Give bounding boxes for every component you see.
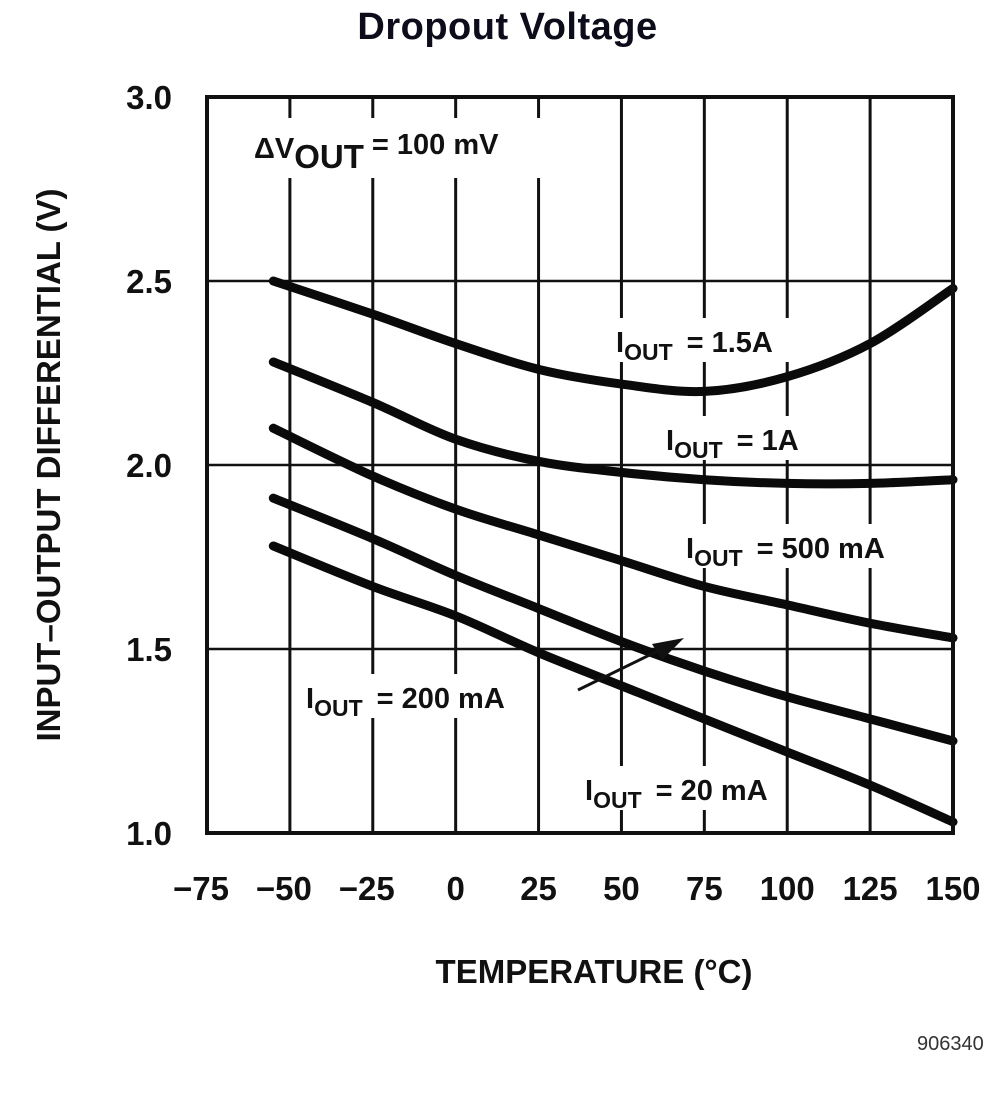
series-label: IOUT = 1A — [666, 425, 799, 463]
y-tick-label: 2.0 — [126, 447, 172, 484]
x-axis-ticks: −75 −50 −25 0 25 50 75 100 125 150 — [173, 870, 981, 907]
label-mask — [581, 766, 779, 810]
chart-title: Dropout Voltage — [357, 6, 658, 48]
x-tick-label: 150 — [925, 870, 980, 907]
series-labels: IOUT = 1.5A IOUT = 1A IOUT = 500 mA IOUT = 200 … — [302, 318, 896, 813]
label-mask — [662, 416, 812, 460]
y-axis-label: INPUT–OUTPUT DIFFERENTIAL (V) — [30, 188, 67, 741]
curve-iout-500-ma — [268, 423, 958, 643]
curve-iout-20-ma — [268, 541, 958, 827]
data-curves — [268, 276, 958, 827]
series-label: IOUT = 200 mA — [306, 683, 505, 721]
y-axis-ticks: 1.0 1.5 2.0 2.5 3.0 — [126, 79, 172, 852]
y-tick-label: 1.0 — [126, 815, 172, 852]
series-label: IOUT = 20 mA — [585, 775, 768, 813]
x-axis-label: TEMPERATURE (°C) — [436, 953, 753, 990]
curve-iout-1-5a — [268, 276, 958, 397]
x-tick-label: −25 — [339, 870, 395, 907]
label-mask — [612, 318, 794, 362]
x-tick-label: 25 — [520, 870, 557, 907]
annotation-arrow-200ma — [577, 638, 684, 692]
x-tick-label: 50 — [603, 870, 640, 907]
y-tick-label: 2.5 — [126, 263, 172, 300]
x-tick-label: −50 — [256, 870, 312, 907]
y-tick-label: 3.0 — [126, 79, 172, 116]
x-tick-label: −75 — [173, 870, 229, 907]
label-mask — [682, 524, 896, 568]
curve-iout-1a — [268, 357, 958, 489]
label-mask — [302, 674, 516, 718]
x-tick-label: 125 — [843, 870, 898, 907]
series-label: IOUT = 1.5A — [616, 327, 773, 365]
delta-vout-label: ΔVOUT = 100 mV — [254, 129, 499, 175]
figure-id: 906340 — [917, 1033, 984, 1055]
curve-iout-200-ma — [268, 493, 958, 746]
x-tick-label: 100 — [760, 870, 815, 907]
x-tick-label: 0 — [446, 870, 464, 907]
y-tick-label: 1.5 — [126, 631, 172, 668]
series-label: IOUT = 500 mA — [686, 533, 885, 571]
x-tick-label: 75 — [686, 870, 723, 907]
plot-frame — [205, 95, 955, 835]
condition-annotation: ΔVOUT = 100 mV — [250, 118, 570, 178]
